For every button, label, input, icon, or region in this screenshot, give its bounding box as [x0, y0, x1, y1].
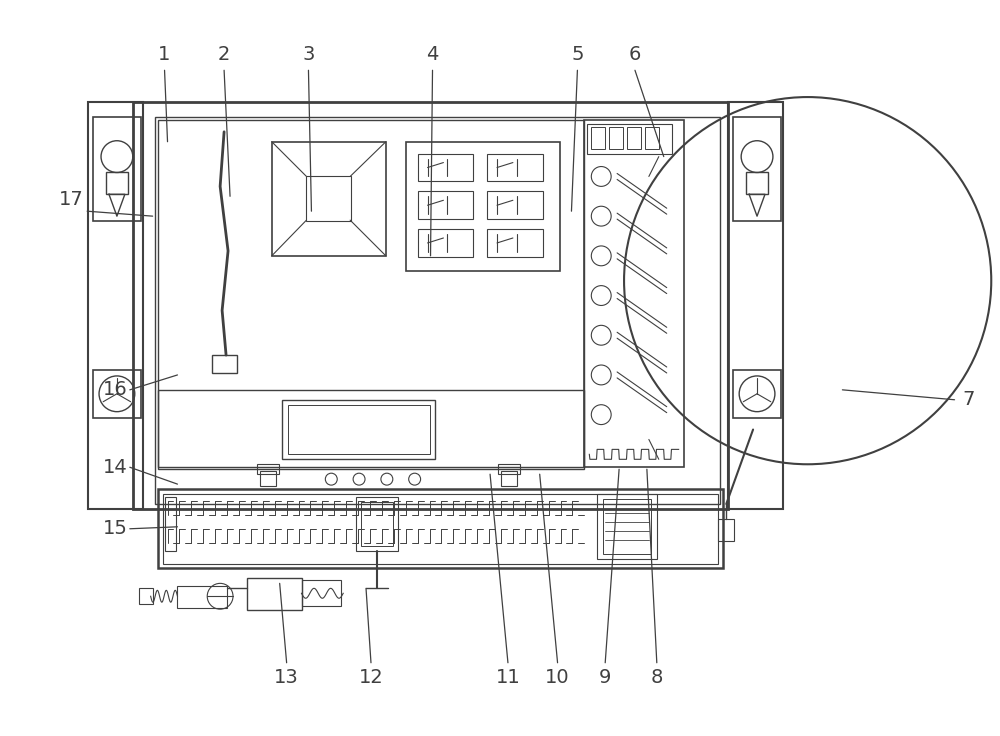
Bar	[133, 102, 728, 509]
Bar	[603, 499, 651, 553]
Text: 14: 14	[103, 458, 127, 477]
Bar	[158, 489, 723, 568]
Bar	[165, 497, 176, 551]
Bar	[260, 471, 276, 486]
Bar	[728, 102, 783, 509]
Bar	[645, 127, 659, 149]
Bar	[306, 177, 351, 221]
Text: 16: 16	[103, 381, 127, 400]
Text: 2: 2	[218, 45, 230, 64]
Bar	[418, 191, 473, 219]
Bar	[418, 229, 473, 257]
Text: 3: 3	[302, 45, 315, 64]
Bar	[139, 588, 153, 604]
Bar	[106, 172, 128, 194]
Bar	[487, 229, 543, 257]
Text: 9: 9	[599, 668, 611, 687]
Bar	[733, 370, 781, 417]
Bar	[487, 191, 543, 219]
Bar	[627, 127, 641, 149]
Bar	[177, 587, 227, 608]
Bar	[302, 581, 341, 606]
Bar	[93, 117, 141, 221]
Bar	[501, 471, 517, 486]
Text: 1: 1	[158, 45, 171, 64]
Bar	[272, 142, 386, 256]
Bar	[597, 494, 657, 559]
Text: 7: 7	[962, 390, 975, 409]
Text: 12: 12	[359, 668, 383, 687]
Bar	[718, 519, 734, 541]
Bar	[356, 497, 398, 551]
Bar	[406, 142, 560, 271]
Bar	[163, 494, 718, 564]
Text: 8: 8	[651, 668, 663, 687]
Text: 6: 6	[629, 45, 641, 64]
Bar	[155, 117, 720, 504]
Bar	[282, 400, 435, 459]
Bar	[158, 390, 584, 470]
Bar	[587, 124, 672, 154]
Bar	[247, 578, 302, 610]
Bar	[288, 405, 430, 454]
Text: 4: 4	[426, 45, 439, 64]
Bar	[257, 464, 279, 474]
Text: 11: 11	[496, 668, 520, 687]
Bar	[498, 464, 520, 474]
Text: 13: 13	[274, 668, 299, 687]
Text: 17: 17	[59, 190, 84, 209]
Text: 5: 5	[571, 45, 584, 64]
Bar	[158, 120, 584, 467]
Bar	[733, 117, 781, 221]
Text: 15: 15	[102, 520, 127, 538]
Bar	[361, 502, 393, 545]
Bar	[609, 127, 623, 149]
Bar	[487, 154, 543, 181]
Bar	[584, 120, 684, 467]
Bar	[418, 154, 473, 181]
Bar	[212, 355, 237, 373]
Bar	[93, 370, 141, 417]
Bar	[746, 172, 768, 194]
Bar	[591, 127, 605, 149]
Bar	[88, 102, 143, 509]
Text: 10: 10	[545, 668, 570, 687]
